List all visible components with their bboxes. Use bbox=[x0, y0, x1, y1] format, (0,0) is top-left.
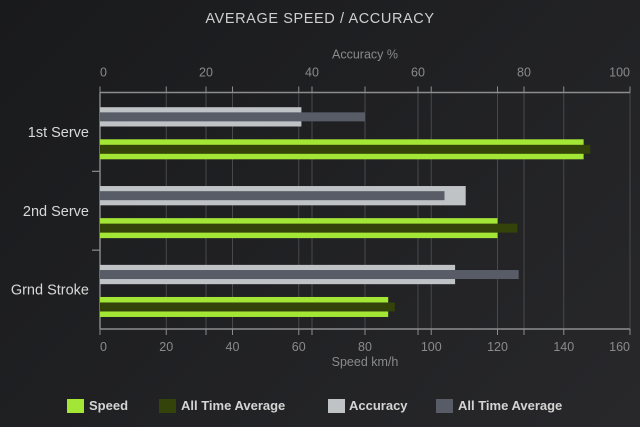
svg-text:Accuracy %: Accuracy % bbox=[332, 48, 398, 62]
svg-text:40: 40 bbox=[226, 340, 240, 354]
svg-text:Grnd Stroke: Grnd Stroke bbox=[11, 283, 89, 299]
svg-text:80: 80 bbox=[517, 66, 531, 80]
svg-text:100: 100 bbox=[421, 340, 442, 354]
svg-text:0: 0 bbox=[100, 340, 107, 354]
svg-text:160: 160 bbox=[609, 340, 630, 354]
svg-text:120: 120 bbox=[487, 340, 508, 354]
svg-text:60: 60 bbox=[292, 340, 306, 354]
svg-text:20: 20 bbox=[199, 66, 213, 80]
svg-text:2nd Serve: 2nd Serve bbox=[23, 204, 89, 220]
svg-text:1st Serve: 1st Serve bbox=[28, 125, 89, 141]
svg-text:Speed km/h: Speed km/h bbox=[332, 355, 399, 369]
svg-text:100: 100 bbox=[609, 66, 630, 80]
svg-text:20: 20 bbox=[159, 340, 173, 354]
svg-text:80: 80 bbox=[358, 340, 372, 354]
svg-text:60: 60 bbox=[411, 66, 425, 80]
svg-text:0: 0 bbox=[100, 66, 107, 80]
svg-text:40: 40 bbox=[305, 66, 319, 80]
svg-text:140: 140 bbox=[553, 340, 574, 354]
